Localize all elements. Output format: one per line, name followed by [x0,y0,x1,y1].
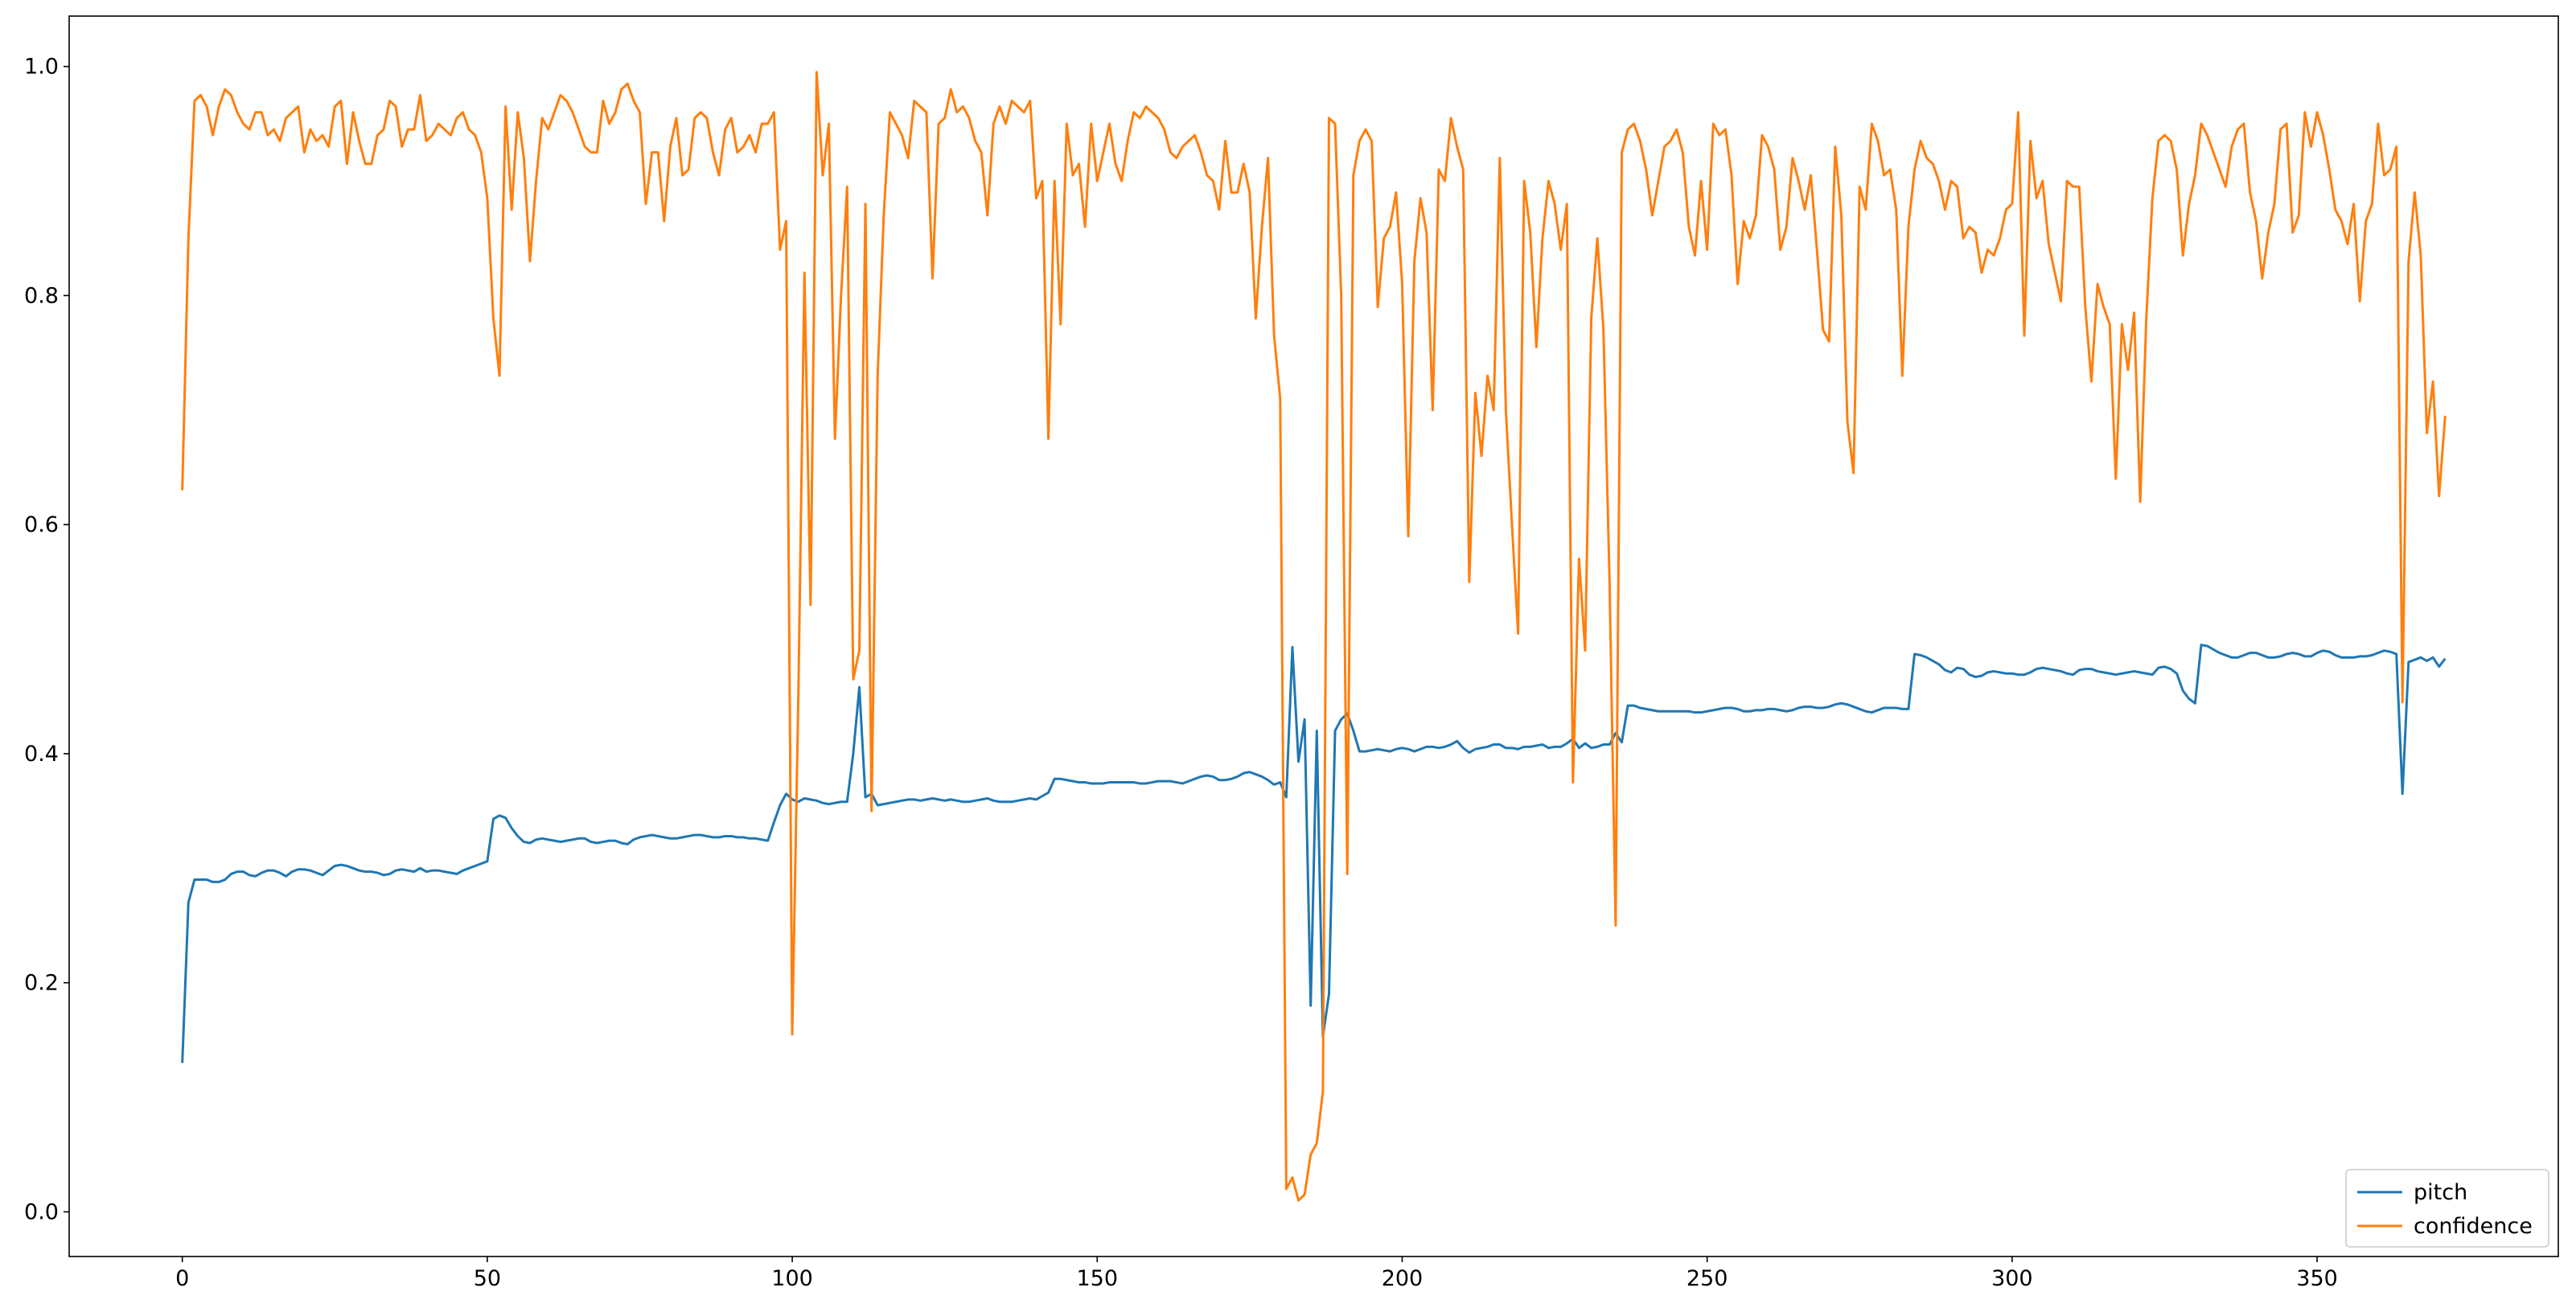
x-tick-label: 50 [474,1266,501,1291]
legend-label: confidence [2414,1214,2533,1239]
x-tick-label: 150 [1076,1266,1118,1291]
y-tick-label: 0.0 [24,1199,59,1224]
y-tick-label: 0.2 [24,971,59,996]
legend-label: pitch [2414,1180,2467,1205]
x-tick-label: 250 [1687,1266,1728,1291]
x-tick-label: 200 [1382,1266,1424,1291]
series-line [181,644,2447,1063]
legend-box [2345,1169,2549,1248]
x-tick-label: 350 [2296,1266,2338,1291]
x-tick-label: 0 [175,1266,189,1291]
y-tick-label: 0.4 [24,742,59,767]
y-tick-label: 1.0 [24,55,59,80]
x-tick-label: 100 [771,1266,813,1291]
plot-frame [68,15,2559,1257]
y-tick-label: 0.8 [24,283,59,308]
legend: pitch confidence [2345,1169,2549,1248]
x-tick-label: 300 [1991,1266,2033,1291]
y-tick-label: 0.6 [24,512,59,537]
series-line [181,71,2447,1202]
